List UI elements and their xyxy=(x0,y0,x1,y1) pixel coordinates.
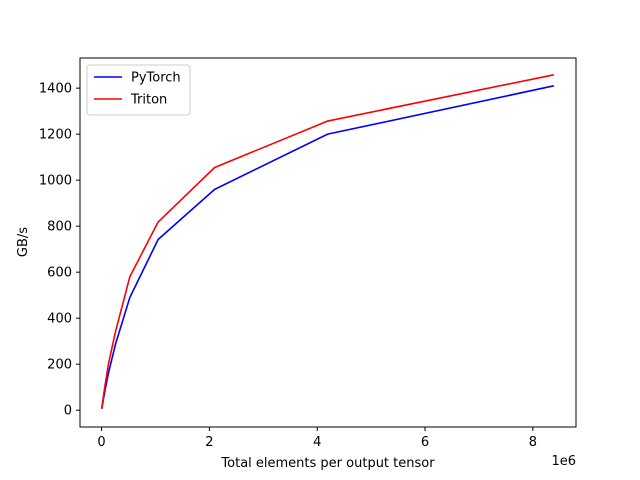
y-tick-label: 200 xyxy=(47,358,72,373)
series-line-triton xyxy=(100,74,554,409)
y-axis-label: GB/s xyxy=(16,227,31,257)
y-tick-label: 1000 xyxy=(39,174,72,189)
x-tick-label: 0 xyxy=(97,435,105,450)
x-tick-label: 4 xyxy=(313,435,321,450)
x-axis-label: Total elements per output tensor xyxy=(220,456,435,471)
x-tick-label: 6 xyxy=(421,435,429,450)
y-tick-label: 800 xyxy=(47,220,72,235)
legend: PyTorch Triton xyxy=(86,64,191,116)
series-lines xyxy=(100,74,554,409)
y-tick-label: 1200 xyxy=(39,128,72,143)
x-tick-label: 8 xyxy=(529,435,537,450)
legend-label-triton: Triton xyxy=(130,93,167,108)
x-axis-ticks: 0 2 4 6 8 xyxy=(97,427,537,450)
legend-label-pytorch: PyTorch xyxy=(131,71,181,86)
y-tick-label: 600 xyxy=(47,266,72,281)
plot-area-frame xyxy=(79,57,577,428)
y-tick-label: 400 xyxy=(47,312,72,327)
x-axis-offset-label: 1e6 xyxy=(551,454,576,469)
y-tick-label: 0 xyxy=(64,404,72,419)
x-tick-label: 2 xyxy=(205,435,213,450)
y-tick-label: 1400 xyxy=(39,82,72,97)
y-axis-ticks: 0 200 400 600 800 1000 1200 1400 xyxy=(39,82,80,419)
